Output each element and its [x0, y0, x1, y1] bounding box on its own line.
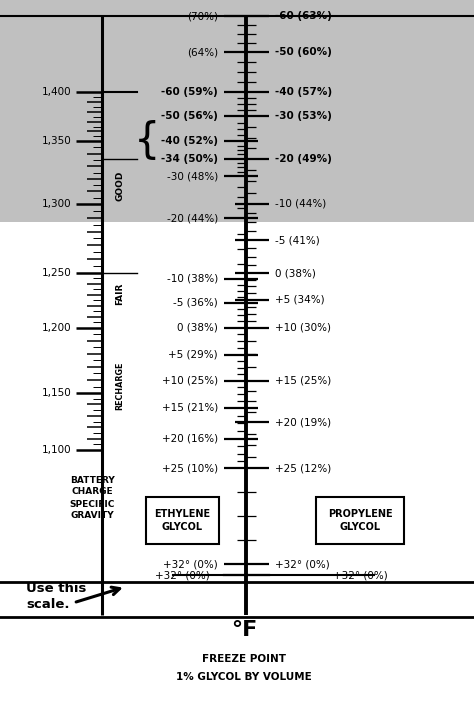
- Text: Use this
scale.: Use this scale.: [26, 582, 86, 612]
- Text: -40 (57%): -40 (57%): [275, 87, 332, 98]
- Text: 0 (38%): 0 (38%): [177, 323, 218, 333]
- Text: FREEZE POINT: FREEZE POINT: [202, 654, 286, 664]
- Text: -10 (44%): -10 (44%): [275, 199, 326, 209]
- Text: 1,150: 1,150: [41, 388, 71, 398]
- Text: +32° (0%): +32° (0%): [163, 559, 218, 569]
- Text: 1% GLYCOL BY VOLUME: 1% GLYCOL BY VOLUME: [176, 672, 312, 682]
- Text: +5 (34%): +5 (34%): [275, 295, 325, 305]
- Text: -5 (41%): -5 (41%): [275, 235, 319, 245]
- Text: -60 (59%): -60 (59%): [161, 87, 218, 98]
- Bar: [316, 496, 404, 545]
- Text: 1,300: 1,300: [41, 199, 71, 209]
- Text: (70%): (70%): [187, 11, 218, 21]
- Text: PROPYLENE
GLYCOL: PROPYLENE GLYCOL: [328, 510, 392, 531]
- Text: +25 (10%): +25 (10%): [162, 463, 218, 473]
- Text: -34 (50%): -34 (50%): [161, 154, 218, 164]
- Text: 1,200: 1,200: [41, 323, 71, 333]
- Text: +15 (21%): +15 (21%): [162, 403, 218, 413]
- Text: -50 (60%): -50 (60%): [275, 47, 332, 58]
- Text: -50 (56%): -50 (56%): [161, 111, 218, 122]
- Text: -20 (44%): -20 (44%): [167, 213, 218, 223]
- Text: -40 (52%): -40 (52%): [161, 136, 218, 146]
- Text: ETHYLENE
GLYCOL: ETHYLENE GLYCOL: [155, 510, 210, 531]
- Text: +32° (0%): +32° (0%): [275, 559, 330, 569]
- Text: -30 (48%): -30 (48%): [167, 171, 218, 181]
- Text: (64%): (64%): [187, 47, 218, 58]
- Text: °F: °F: [231, 620, 257, 640]
- Text: RECHARGE: RECHARGE: [116, 362, 124, 410]
- Text: +32° (0%): +32° (0%): [333, 570, 388, 580]
- Text: -5 (36%): -5 (36%): [173, 298, 218, 308]
- Text: -60 (63%): -60 (63%): [275, 11, 332, 21]
- Text: FAIR: FAIR: [116, 282, 124, 304]
- Text: 1,350: 1,350: [41, 136, 71, 146]
- Text: +20 (19%): +20 (19%): [275, 417, 331, 427]
- Text: GOOD: GOOD: [116, 170, 124, 201]
- Text: +15 (25%): +15 (25%): [275, 376, 331, 386]
- Text: -20 (49%): -20 (49%): [275, 154, 332, 164]
- Bar: [0, 0, 474, 222]
- Bar: [146, 496, 219, 545]
- Text: SPECIFIC
GRAVITY: SPECIFIC GRAVITY: [70, 499, 115, 520]
- Text: BATTERY
CHARGE: BATTERY CHARGE: [70, 476, 115, 496]
- Text: 0 (38%): 0 (38%): [275, 268, 316, 278]
- Text: +20 (16%): +20 (16%): [162, 434, 218, 444]
- Text: 1,400: 1,400: [41, 87, 71, 98]
- Text: +10 (30%): +10 (30%): [275, 323, 331, 333]
- Text: 1,250: 1,250: [41, 268, 71, 278]
- Text: +32° (0%): +32° (0%): [155, 570, 210, 580]
- Text: 1,100: 1,100: [41, 445, 71, 455]
- Text: +25 (12%): +25 (12%): [275, 463, 331, 473]
- Text: +5 (29%): +5 (29%): [168, 349, 218, 360]
- Text: +10 (25%): +10 (25%): [162, 376, 218, 386]
- Text: -10 (38%): -10 (38%): [167, 274, 218, 284]
- Text: -30 (53%): -30 (53%): [275, 111, 332, 122]
- Text: {: {: [134, 120, 160, 162]
